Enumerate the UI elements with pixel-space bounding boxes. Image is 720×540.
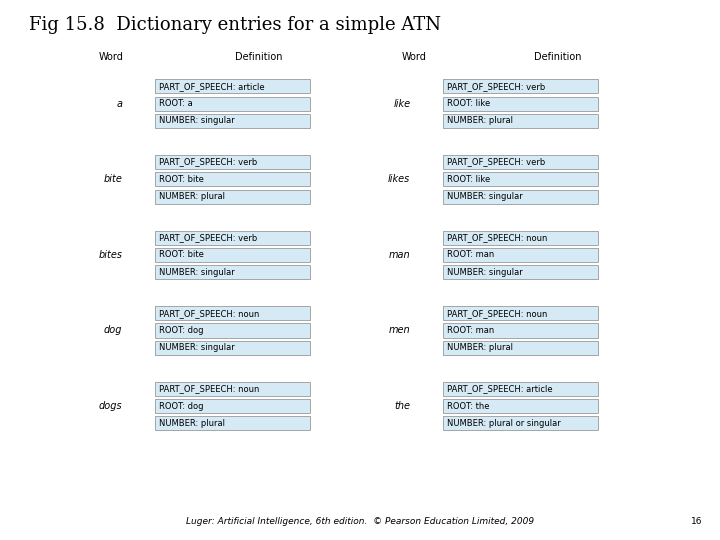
FancyBboxPatch shape <box>443 79 598 93</box>
FancyBboxPatch shape <box>155 382 310 396</box>
FancyBboxPatch shape <box>443 323 598 338</box>
Text: Word: Word <box>402 52 426 62</box>
FancyBboxPatch shape <box>443 231 598 245</box>
Text: NUMBER: singular: NUMBER: singular <box>159 117 235 125</box>
FancyBboxPatch shape <box>443 382 598 396</box>
Text: Word: Word <box>99 52 124 62</box>
Text: PART_OF_SPEECH: verb: PART_OF_SPEECH: verb <box>447 82 545 91</box>
FancyBboxPatch shape <box>443 248 598 262</box>
FancyBboxPatch shape <box>155 306 310 320</box>
Text: Definition: Definition <box>534 52 582 62</box>
FancyBboxPatch shape <box>155 231 310 245</box>
Text: NUMBER: singular: NUMBER: singular <box>159 343 235 352</box>
FancyBboxPatch shape <box>155 399 310 413</box>
Text: ROOT: bite: ROOT: bite <box>159 251 204 259</box>
Text: ROOT: man: ROOT: man <box>447 326 495 335</box>
Text: NUMBER: plural or singular: NUMBER: plural or singular <box>447 419 561 428</box>
Text: ROOT: dog: ROOT: dog <box>159 326 204 335</box>
Text: ROOT: a: ROOT: a <box>159 99 193 108</box>
Text: PART_OF_SPEECH: verb: PART_OF_SPEECH: verb <box>159 233 257 242</box>
Text: bites: bites <box>99 250 122 260</box>
Text: PART_OF_SPEECH: noun: PART_OF_SPEECH: noun <box>447 309 547 318</box>
FancyBboxPatch shape <box>443 416 598 430</box>
FancyBboxPatch shape <box>155 416 310 430</box>
Text: NUMBER: plural: NUMBER: plural <box>159 192 225 201</box>
FancyBboxPatch shape <box>155 172 310 186</box>
Text: NUMBER: singular: NUMBER: singular <box>159 268 235 276</box>
Text: men: men <box>389 326 410 335</box>
Text: dogs: dogs <box>99 401 122 411</box>
FancyBboxPatch shape <box>155 323 310 338</box>
FancyBboxPatch shape <box>155 190 310 204</box>
Text: Fig 15.8  Dictionary entries for a simple ATN: Fig 15.8 Dictionary entries for a simple… <box>29 16 441 34</box>
FancyBboxPatch shape <box>443 155 598 169</box>
FancyBboxPatch shape <box>443 172 598 186</box>
FancyBboxPatch shape <box>155 341 310 355</box>
Text: ROOT: like: ROOT: like <box>447 99 490 108</box>
Text: likes: likes <box>388 174 410 184</box>
Text: NUMBER: plural: NUMBER: plural <box>159 419 225 428</box>
Text: ROOT: dog: ROOT: dog <box>159 402 204 410</box>
Text: ROOT: bite: ROOT: bite <box>159 175 204 184</box>
FancyBboxPatch shape <box>155 79 310 93</box>
Text: NUMBER: singular: NUMBER: singular <box>447 268 523 276</box>
Text: Luger: Artificial Intelligence, 6th edition.  © Pearson Education Limited, 2009: Luger: Artificial Intelligence, 6th edit… <box>186 517 534 526</box>
Text: PART_OF_SPEECH: noun: PART_OF_SPEECH: noun <box>159 309 259 318</box>
FancyBboxPatch shape <box>443 265 598 279</box>
Text: ROOT: man: ROOT: man <box>447 251 495 259</box>
Text: PART_OF_SPEECH: noun: PART_OF_SPEECH: noun <box>447 233 547 242</box>
FancyBboxPatch shape <box>443 306 598 320</box>
FancyBboxPatch shape <box>443 114 598 128</box>
FancyBboxPatch shape <box>155 155 310 169</box>
FancyBboxPatch shape <box>443 341 598 355</box>
Text: NUMBER: plural: NUMBER: plural <box>447 343 513 352</box>
Text: NUMBER: singular: NUMBER: singular <box>447 192 523 201</box>
Text: a: a <box>117 99 122 109</box>
Text: PART_OF_SPEECH: noun: PART_OF_SPEECH: noun <box>159 384 259 393</box>
Text: 16: 16 <box>690 517 702 526</box>
FancyBboxPatch shape <box>155 97 310 111</box>
Text: dog: dog <box>104 326 122 335</box>
FancyBboxPatch shape <box>155 114 310 128</box>
FancyBboxPatch shape <box>155 248 310 262</box>
Text: PART_OF_SPEECH: article: PART_OF_SPEECH: article <box>159 82 265 91</box>
FancyBboxPatch shape <box>443 190 598 204</box>
Text: the: the <box>395 401 410 411</box>
FancyBboxPatch shape <box>443 97 598 111</box>
Text: PART_OF_SPEECH: verb: PART_OF_SPEECH: verb <box>159 158 257 166</box>
FancyBboxPatch shape <box>155 265 310 279</box>
Text: bite: bite <box>104 174 122 184</box>
Text: PART_OF_SPEECH: verb: PART_OF_SPEECH: verb <box>447 158 545 166</box>
Text: ROOT: the: ROOT: the <box>447 402 490 410</box>
Text: like: like <box>393 99 410 109</box>
Text: man: man <box>389 250 410 260</box>
Text: Definition: Definition <box>235 52 283 62</box>
Text: ROOT: like: ROOT: like <box>447 175 490 184</box>
Text: PART_OF_SPEECH: article: PART_OF_SPEECH: article <box>447 384 553 393</box>
Text: NUMBER: plural: NUMBER: plural <box>447 117 513 125</box>
FancyBboxPatch shape <box>443 399 598 413</box>
